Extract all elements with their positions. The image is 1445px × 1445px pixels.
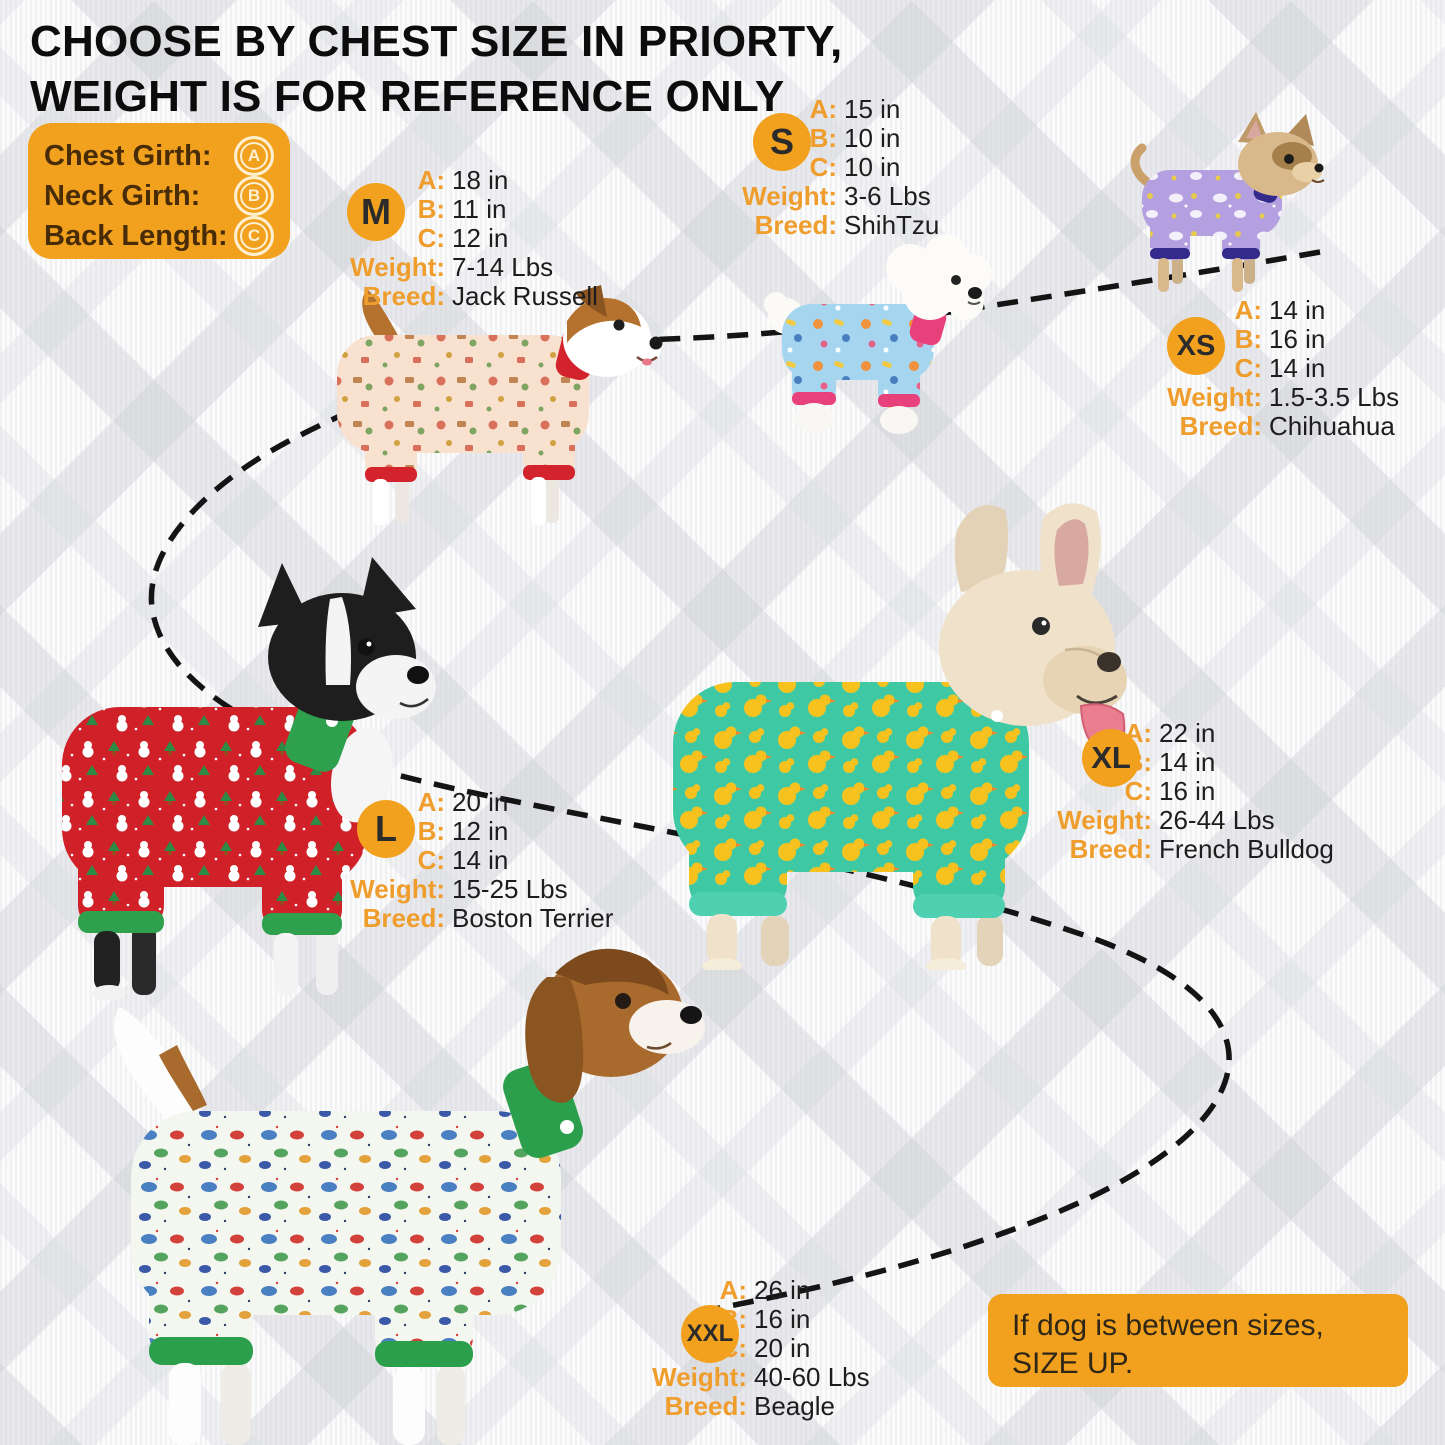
spec-value-c: 12 in: [452, 223, 509, 253]
spec-key-weight: Weight:: [350, 874, 445, 904]
spec-value-weight: 40-60 Lbs: [754, 1362, 870, 1392]
spec-value-weight: 3-6 Lbs: [844, 181, 931, 211]
legend-label-back: Back Length:: [44, 219, 228, 252]
size-badge-xl: XL: [1082, 729, 1140, 787]
spec-value-breed: French Bulldog: [1159, 834, 1334, 864]
spec-key-breed: Breed:: [754, 210, 837, 240]
spec-value-b: 16 in: [1269, 324, 1326, 354]
spec-value-c: 20 in: [754, 1333, 811, 1363]
spec-value-weight: 1.5-3.5 Lbs: [1269, 382, 1400, 412]
spec-value-a: 15 in: [844, 94, 901, 124]
spec-key-b: B:: [417, 194, 445, 224]
size-group-xxl: XXL A:26 in B:16 in C:20 in Weight:40-60…: [635, 1276, 870, 1421]
dog-photo-french-bulldog-xl: [673, 503, 1127, 970]
spec-key-a: A:: [1234, 295, 1262, 325]
spec-value-a: 18 in: [452, 165, 509, 195]
spec-key-a: A:: [417, 787, 445, 817]
spec-key-c: C:: [417, 223, 445, 253]
page-title: CHOOSE BY CHEST SIZE IN PRIORTY, WEIGHT …: [30, 14, 842, 125]
spec-key-a: A:: [417, 165, 445, 195]
spec-value-b: 11 in: [452, 194, 507, 224]
spec-value-b: 14 in: [1159, 747, 1216, 777]
measurement-legend-box: Chest Girth: A Neck Girth: B Back Length…: [28, 123, 290, 259]
size-group-xl: XL A:22 in B:14 in C:16 in Weight:26-44 …: [1040, 719, 1334, 864]
spec-value-c: 14 in: [1269, 353, 1326, 383]
spec-value-a: 20 in: [452, 787, 509, 817]
circled-a-icon: A: [234, 136, 274, 176]
spec-value-breed: ShihTzu: [844, 210, 940, 240]
size-badge-m: M: [347, 183, 405, 241]
spec-value-breed: Beagle: [754, 1391, 835, 1421]
legend-label-chest: Chest Girth:: [44, 139, 212, 172]
size-badge-s: S: [753, 113, 811, 171]
spec-value-a: 22 in: [1159, 718, 1216, 748]
spec-value-weight: 7-14 Lbs: [452, 252, 554, 282]
spec-key-c: C:: [1124, 776, 1152, 806]
size-group-m: M A: 18 in B: 11 in C: 12 in Weight: 7-14 Lb…: [333, 166, 598, 311]
spec-value-breed: Boston Terrier: [452, 903, 614, 933]
legend-row-back: Back Length: C: [44, 216, 274, 256]
legend-label-neck: Neck Girth:: [44, 179, 201, 212]
spec-key-a: A:: [809, 94, 837, 124]
spec-value-b: 12 in: [452, 816, 509, 846]
size-badge-xxl: XXL: [681, 1305, 739, 1363]
circled-c-icon: C: [234, 216, 274, 256]
spec-key-breed: Breed:: [362, 281, 445, 311]
spec-key-b: B:: [1234, 324, 1262, 354]
size-badge-l: L: [357, 800, 415, 858]
spec-key-c: C:: [809, 152, 837, 182]
spec-value-c: 10 in: [844, 152, 901, 182]
spec-key-a: A:: [719, 1275, 747, 1305]
spec-value-c: 14 in: [452, 845, 509, 875]
spec-value-weight: 15-25 Lbs: [452, 874, 568, 904]
spec-key-c: C:: [1234, 353, 1262, 383]
spec-value-a: 26 in: [754, 1275, 811, 1305]
size-up-note-box: If dog is between sizes, SIZE UP.: [988, 1294, 1408, 1387]
spec-key-breed: Breed:: [664, 1391, 747, 1421]
spec-key-b: B:: [809, 123, 837, 153]
spec-value-breed: Jack Russell: [452, 281, 598, 311]
size-group-s: S A: 15 in B: 10 in C: 10 in Weight: 3-6 Lbs…: [725, 95, 939, 240]
dog-photo-boston-terrier-l: [62, 557, 436, 1000]
spec-key-weight: Weight:: [1167, 382, 1262, 412]
size-up-note-line2: SIZE UP.: [1012, 1347, 1134, 1381]
spec-key-c: C:: [417, 845, 445, 875]
spec-key-weight: Weight:: [652, 1362, 747, 1392]
spec-value-weight: 26-44 Lbs: [1159, 805, 1275, 835]
spec-key-b: B:: [417, 816, 445, 846]
spec-key-breed: Breed:: [1179, 411, 1262, 441]
spec-key-weight: Weight:: [1057, 805, 1152, 835]
spec-value-a: 14 in: [1269, 295, 1326, 325]
size-group-xs: XS A: 14 in B: 16 in C: 14 in Weight: 1.5-3.…: [1150, 296, 1399, 441]
spec-key-breed: Breed:: [362, 903, 445, 933]
page-title-line1: CHOOSE BY CHEST SIZE IN PRIORTY,: [30, 17, 843, 66]
legend-row-neck: Neck Girth: B: [44, 176, 274, 216]
dog-photo-beagle-xxl: [114, 948, 705, 1445]
size-group-l: L A: 20 in B: 12 in C: 14 in Weight: 15-25 L…: [333, 788, 613, 933]
spec-key-breed: Breed:: [1069, 834, 1152, 864]
dog-photo-chihuahua-xs: [1130, 112, 1325, 292]
size-badge-xs: XS: [1167, 317, 1225, 375]
dog-photo-jack-russell-m: [337, 285, 663, 525]
legend-row-chest: Chest Girth: A: [44, 136, 274, 176]
spec-value-b: 10 in: [844, 123, 901, 153]
spec-value-breed: Chihuahua: [1269, 411, 1395, 441]
spec-value-c: 16 in: [1159, 776, 1216, 806]
circled-b-icon: B: [234, 176, 274, 216]
spec-key-weight: Weight:: [350, 252, 445, 282]
spec-key-weight: Weight:: [742, 181, 837, 211]
size-up-note-line1: If dog is between sizes,: [1012, 1309, 1324, 1342]
spec-value-b: 16 in: [754, 1304, 811, 1334]
dog-photo-shihtzu-s: [764, 234, 992, 434]
page-title-line2: WEIGHT IS FOR REFERENCE ONLY: [30, 72, 785, 122]
